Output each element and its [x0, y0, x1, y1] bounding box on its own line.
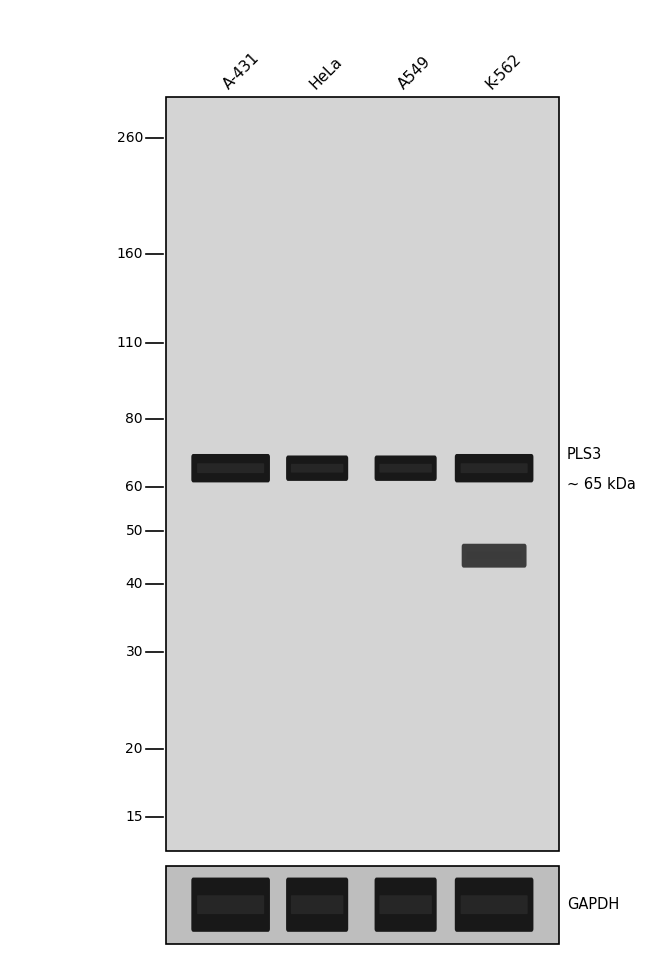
FancyBboxPatch shape — [286, 877, 348, 932]
FancyBboxPatch shape — [461, 896, 528, 914]
FancyBboxPatch shape — [455, 454, 534, 482]
FancyBboxPatch shape — [380, 464, 432, 473]
FancyBboxPatch shape — [197, 896, 264, 914]
FancyBboxPatch shape — [291, 464, 343, 473]
FancyBboxPatch shape — [374, 455, 437, 481]
Text: 160: 160 — [116, 247, 143, 261]
Text: 50: 50 — [125, 524, 143, 538]
FancyBboxPatch shape — [291, 896, 343, 914]
FancyBboxPatch shape — [286, 455, 348, 481]
Text: 40: 40 — [125, 577, 143, 591]
Text: HeLa: HeLa — [307, 54, 345, 92]
FancyBboxPatch shape — [467, 552, 521, 560]
FancyBboxPatch shape — [462, 543, 526, 567]
FancyBboxPatch shape — [197, 463, 264, 473]
Text: 260: 260 — [116, 131, 143, 146]
FancyBboxPatch shape — [191, 454, 270, 482]
Text: 60: 60 — [125, 481, 143, 494]
Text: ~ 65 kDa: ~ 65 kDa — [567, 478, 636, 492]
FancyBboxPatch shape — [374, 877, 437, 932]
Text: 20: 20 — [125, 742, 143, 756]
FancyBboxPatch shape — [380, 896, 432, 914]
Text: A-431: A-431 — [220, 49, 262, 92]
FancyBboxPatch shape — [455, 877, 534, 932]
Bar — [166, 96, 559, 851]
Text: K-562: K-562 — [484, 51, 525, 92]
Text: 15: 15 — [125, 810, 143, 824]
Text: PLS3: PLS3 — [567, 447, 602, 462]
Text: 30: 30 — [125, 646, 143, 659]
FancyBboxPatch shape — [461, 463, 528, 473]
Text: 110: 110 — [116, 336, 143, 350]
Text: A549: A549 — [395, 53, 434, 92]
Bar — [166, 866, 559, 944]
Text: 80: 80 — [125, 412, 143, 426]
FancyBboxPatch shape — [191, 877, 270, 932]
Text: GAPDH: GAPDH — [567, 897, 619, 912]
